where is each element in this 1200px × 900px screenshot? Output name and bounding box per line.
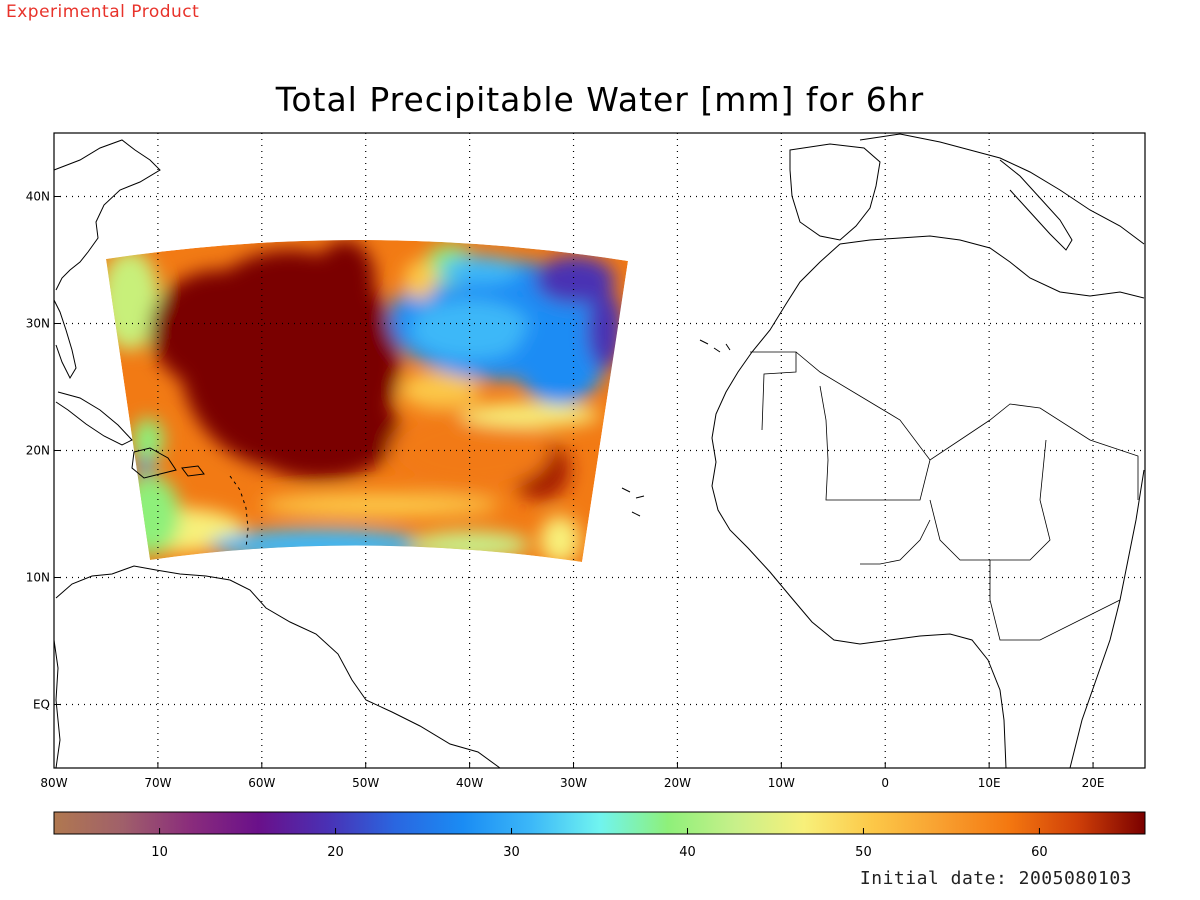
tpw-field-blob <box>410 300 530 360</box>
cuba-coast <box>55 391 133 446</box>
precipitable-water-swath <box>106 239 628 563</box>
map-title: Total Precipitable Water [mm] for 6hr <box>275 80 925 119</box>
tpw-field-blob <box>137 458 153 474</box>
lat-tick-label: EQ <box>33 698 50 712</box>
tpw-field-blob <box>210 529 430 561</box>
lat-tick-label: 40N <box>26 190 50 204</box>
south-america-west <box>53 639 61 769</box>
atlantic-islands <box>621 339 731 517</box>
lon-tick-label: 60W <box>248 776 275 790</box>
lat-tick-label: 20N <box>26 444 50 458</box>
europe-coast <box>859 133 1145 245</box>
lon-tick-label: 0 <box>881 776 889 790</box>
tpw-field-blob <box>540 516 580 563</box>
tpw-field-blob <box>260 493 500 517</box>
africa-coast <box>711 235 1145 769</box>
lon-tick-label: 40W <box>456 776 483 790</box>
africa-east-coast <box>1069 469 1145 769</box>
lon-tick-label: 20E <box>1082 776 1105 790</box>
south-america-coast <box>55 565 501 769</box>
colorbar-tick-label: 40 <box>679 845 696 860</box>
colorbar <box>53 811 1146 835</box>
experimental-product-label: Experimental Product <box>6 2 200 22</box>
tpw-field-blob <box>515 315 605 405</box>
lon-tick-label: 10E <box>978 776 1001 790</box>
tpw-field-blob <box>132 418 164 462</box>
tpw-field-blob <box>315 240 375 320</box>
tpw-field-blob <box>400 372 480 408</box>
tpw-field-blob <box>150 270 290 390</box>
tpw-field-blob <box>404 260 436 300</box>
lat-tick-label: 10N <box>26 571 50 585</box>
lat-tick-label: 30N <box>26 317 50 331</box>
longitude-axis: 80W 70W 60W 50W 40W 30W 20W 10W 0 10E 20E <box>40 762 1104 790</box>
lesser-antilles <box>229 475 249 549</box>
colorbar-tick-label: 20 <box>327 845 344 860</box>
italy-coast <box>999 159 1073 251</box>
puerto-rico-coast <box>181 465 205 477</box>
colorbar-ticks: 10 20 30 40 50 60 <box>151 828 1048 860</box>
tpw-field-blob <box>535 256 615 304</box>
iberia-coast <box>789 143 881 241</box>
initial-date-label: Initial date: 2005080103 <box>859 868 1132 889</box>
coastlines <box>53 133 1145 769</box>
lon-tick-label: 70W <box>144 776 171 790</box>
lon-tick-label: 10W <box>768 776 795 790</box>
colorbar-tick-label: 30 <box>503 845 520 860</box>
lon-tick-label: 80W <box>40 776 67 790</box>
tpw-field-blob <box>460 403 600 427</box>
tpw-field-blob <box>240 380 400 480</box>
tpw-field-blob <box>120 475 180 555</box>
colorbar-tick-label: 50 <box>855 845 872 860</box>
tpw-field-blob <box>390 410 550 490</box>
lon-tick-label: 20W <box>664 776 691 790</box>
north-america-coast <box>53 139 161 291</box>
colorbar-tick-label: 60 <box>1031 845 1048 860</box>
tpw-field-blob <box>440 256 520 284</box>
lon-tick-label: 50W <box>352 776 379 790</box>
africa-borders <box>750 351 1139 641</box>
colorbar-tick-label: 10 <box>151 845 168 860</box>
florida-coast <box>53 299 77 380</box>
hispaniola-coast <box>131 447 177 479</box>
tpw-field-blob <box>587 290 623 370</box>
lon-tick-label: 30W <box>560 776 587 790</box>
latitude-axis: 40N 30N 20N 10N EQ <box>26 190 60 712</box>
